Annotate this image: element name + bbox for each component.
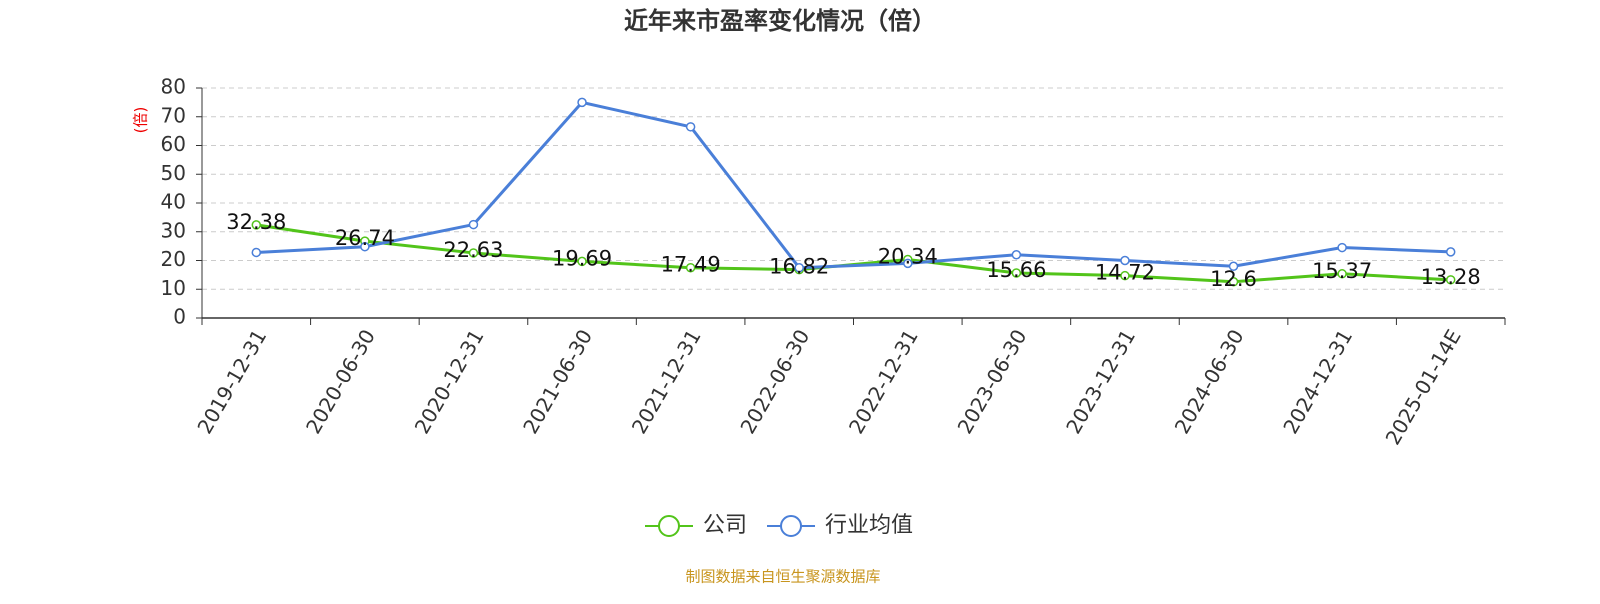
data-label: 20.34 (878, 245, 938, 269)
source-note: 制图数据来自恒生聚源数据库 (685, 568, 880, 586)
x-tick-label: 2021-12-31 (627, 325, 706, 438)
data-label: 32.38 (226, 210, 286, 234)
data-point (1228, 277, 1239, 287)
x-tick-label: 2020-12-31 (410, 325, 489, 438)
data-point (577, 97, 587, 108)
data-point (1445, 247, 1456, 257)
x-tick-label: 2025-01-14E (1381, 325, 1466, 449)
data-point (577, 256, 587, 267)
data-point (1337, 269, 1347, 279)
legend-label: 公司 (703, 513, 747, 538)
data-label: 26.74 (335, 226, 395, 250)
x-tick-label: 2021-06-30 (518, 325, 597, 438)
data-point (1228, 261, 1239, 271)
x-tick-label: 2019-12-31 (192, 325, 271, 438)
legend-label: 行业均值 (825, 513, 913, 538)
x-tick-label: 2023-12-31 (1061, 325, 1140, 438)
data-point (685, 262, 696, 273)
data-point (794, 262, 804, 273)
data-label: 15.66 (986, 258, 1046, 282)
data-label: 15.37 (1312, 259, 1372, 283)
data-label: 13.28 (1421, 265, 1481, 289)
y-tick-label: 0 (173, 305, 186, 329)
y-tick-label: 50 (161, 161, 186, 185)
y-tick-label: 10 (161, 276, 186, 300)
data-label: 14.72 (1095, 261, 1155, 285)
x-tick-label: 2022-12-31 (844, 325, 923, 438)
data-point (360, 241, 370, 252)
data-label: 22.63 (443, 238, 503, 262)
data-label: 12.6 (1210, 267, 1257, 291)
x-tick-label: 2023-06-30 (953, 325, 1032, 438)
x-tick-label: 2022-06-30 (735, 325, 814, 438)
x-tick-label: 2024-12-31 (1278, 325, 1357, 438)
data-point (1337, 242, 1347, 253)
chart-title: 近年来市盈率变化情况（倍） (624, 7, 936, 35)
y-tick-label: 30 (161, 218, 186, 242)
data-point (1120, 255, 1130, 266)
legend-marker (658, 515, 680, 537)
y-axis-label: (倍) (132, 107, 150, 134)
data-label: 17.49 (661, 253, 721, 277)
data-point (903, 258, 913, 269)
series-line (256, 100, 1451, 270)
data-point (251, 247, 262, 258)
data-point (251, 220, 262, 230)
data-point (685, 122, 696, 132)
legend-marker (780, 515, 803, 537)
data-point (1120, 270, 1130, 281)
data-point (1011, 250, 1022, 260)
data-label: 19.69 (552, 246, 612, 270)
x-tick-label: 2024-06-30 (1170, 325, 1249, 438)
x-tick-label: 2020-06-30 (301, 325, 380, 438)
data-point (468, 248, 479, 258)
y-tick-label: 80 (161, 75, 186, 99)
data-point (1445, 275, 1456, 285)
data-point (468, 219, 479, 230)
y-tick-label: 70 (161, 103, 186, 127)
data-point (1011, 268, 1022, 278)
y-tick-label: 40 (161, 190, 186, 214)
y-tick-label: 60 (161, 132, 186, 156)
data-label: 16.82 (769, 255, 829, 279)
y-tick-label: 20 (161, 247, 186, 271)
